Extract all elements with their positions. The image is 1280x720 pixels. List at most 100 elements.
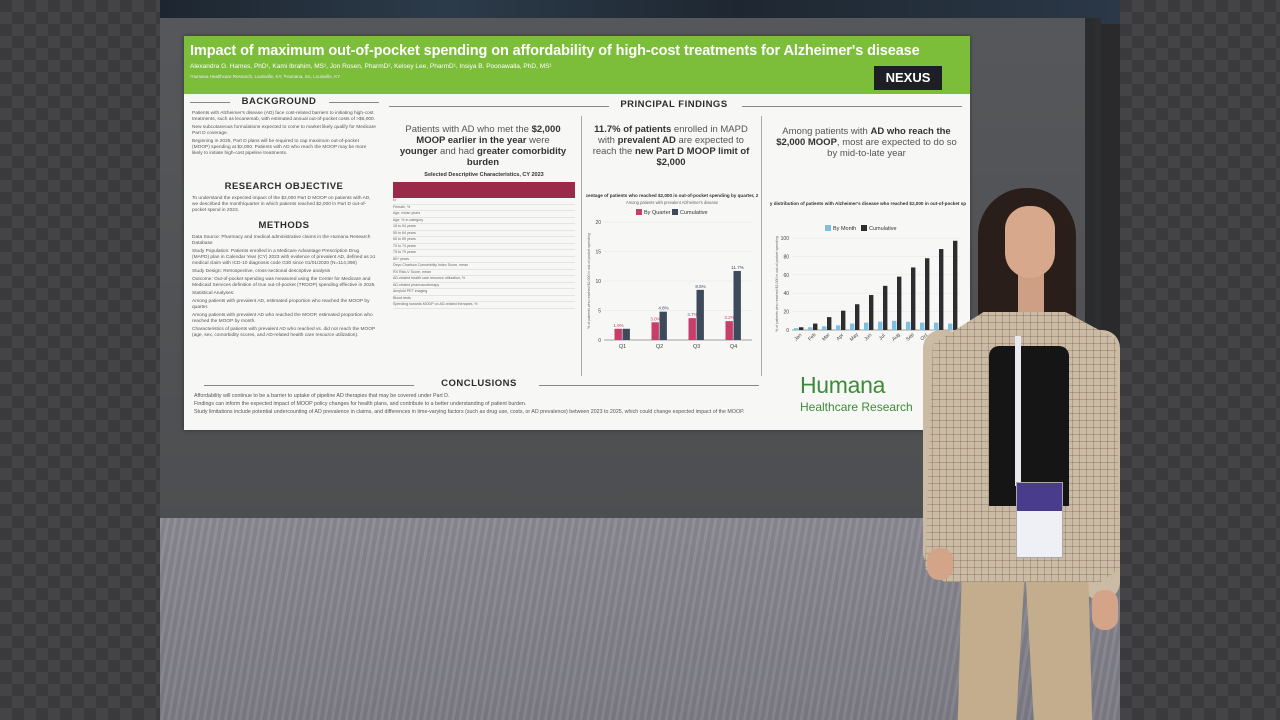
y-axis-label: % of patients who reached $2,000 in out-… bbox=[587, 233, 591, 329]
presenter-hand bbox=[927, 548, 953, 580]
table-row: 55 to 64 years bbox=[393, 231, 575, 237]
bar-by-month bbox=[794, 328, 799, 330]
y-tick-label: 60 bbox=[783, 273, 789, 279]
conclusions-text: Affordability will continue to be a barr… bbox=[194, 393, 745, 415]
bar-by-quarter bbox=[614, 328, 622, 340]
research-poster: Impact of maximum out-of-pocket spending… bbox=[184, 36, 970, 430]
background-text: Patients with Alzheimer's disease (AD) f… bbox=[192, 111, 376, 156]
name-badge bbox=[1016, 482, 1063, 558]
chart-title: Percentage of patients who reached $2,00… bbox=[586, 193, 758, 198]
table-row: Spending towards MOOP on AD-related ther… bbox=[393, 302, 575, 309]
data-label: 3.2% bbox=[724, 315, 734, 320]
table-row: 80+ years bbox=[393, 257, 575, 263]
x-tick-label: Jun bbox=[863, 332, 873, 342]
table-row: RX Risk-V Score, mean bbox=[393, 270, 575, 276]
legend-swatch bbox=[861, 225, 867, 231]
findings-heading: PRINCIPAL FINDINGS bbox=[620, 99, 728, 110]
x-tick-label: Sep bbox=[905, 332, 916, 343]
nexus-logo: NEXUS bbox=[874, 66, 942, 90]
objective-heading: RESEARCH OBJECTIVE bbox=[224, 181, 344, 192]
table-row: 18 to 54 years bbox=[393, 224, 575, 231]
table-header bbox=[393, 182, 575, 198]
bar-cumulative bbox=[841, 310, 846, 330]
legend-label: Cumulative bbox=[869, 226, 897, 232]
conclusions-heading: CONCLUSIONS bbox=[441, 378, 517, 389]
humana-subtitle: Healthcare Research bbox=[800, 400, 913, 414]
data-label: 1.9% bbox=[613, 323, 623, 328]
table-row: Deyo Charlson Comorbidity Index Score, m… bbox=[393, 263, 575, 270]
y-tick-label: 10 bbox=[595, 279, 601, 285]
bar-by-quarter bbox=[651, 322, 659, 340]
lanyard bbox=[1015, 336, 1021, 486]
data-label: 11.7% bbox=[731, 265, 743, 270]
conference-photo: Impact of maximum out-of-pocket spending… bbox=[160, 0, 1120, 720]
x-tick-label: Q1 bbox=[619, 344, 626, 350]
x-tick-label: Q4 bbox=[730, 344, 737, 350]
data-label: 3.7% bbox=[687, 312, 697, 317]
x-tick-label: May bbox=[849, 331, 860, 342]
monthly-bar-chart: Monthly distribution of patients with Al… bbox=[770, 201, 966, 343]
right-backdrop bbox=[1120, 0, 1280, 720]
bar-cumulative bbox=[855, 304, 860, 330]
x-tick-label: Oct bbox=[919, 332, 929, 342]
bar-cumulative bbox=[813, 323, 818, 330]
y-tick-label: 0 bbox=[786, 328, 789, 334]
bar-by-month bbox=[892, 320, 897, 330]
table-row: N bbox=[393, 198, 575, 205]
bar-cumulative bbox=[827, 317, 832, 330]
bar-by-quarter bbox=[688, 318, 696, 340]
poster-authors: Alexandra G. Hames, PhD¹, Kami Ibrahim, … bbox=[190, 63, 552, 70]
chart-title: Monthly distribution of patients with Al… bbox=[770, 201, 966, 206]
data-label: 4.8% bbox=[658, 306, 668, 311]
bar-cumulative bbox=[897, 276, 902, 330]
finding-1: Patients with AD who met the $2,000 MOOP… bbox=[399, 124, 567, 168]
legend-swatch bbox=[636, 209, 642, 215]
bar-cumulative bbox=[622, 328, 630, 340]
presenter-hand bbox=[1092, 590, 1118, 630]
methods-heading: METHODS bbox=[258, 220, 310, 231]
bar-cumulative bbox=[869, 295, 874, 330]
table-row: 75 to 79 years bbox=[393, 250, 575, 257]
table-row: Amyloid PET imaging bbox=[393, 289, 575, 296]
bar-cumulative bbox=[696, 289, 704, 340]
characteristics-table: N Female, % Age, mean years Age, % in categ… bbox=[393, 182, 575, 309]
table-row: 70 to 74 years bbox=[393, 244, 575, 250]
presenter-top bbox=[989, 346, 1069, 506]
table-row: Age, % in category bbox=[393, 218, 575, 224]
objective-text: To understand the expected impact of the… bbox=[192, 196, 371, 213]
bar-by-month bbox=[808, 327, 813, 330]
background-heading: BACKGROUND bbox=[241, 96, 317, 107]
data-label: 8.5% bbox=[695, 284, 705, 289]
bar-by-month bbox=[822, 326, 827, 330]
bar-cumulative bbox=[883, 285, 888, 330]
table-row: Female, % bbox=[393, 205, 575, 211]
table-row: AD-related health care resource utilizat… bbox=[393, 276, 575, 283]
x-tick-label: Mar bbox=[821, 332, 832, 343]
x-tick-label: Jul bbox=[878, 333, 887, 342]
y-tick-label: 100 bbox=[781, 236, 790, 242]
quarterly-bar-chart: Percentage of patients who reached $2,00… bbox=[586, 193, 758, 350]
table-row: AD-related pharmacotherapy bbox=[393, 283, 575, 289]
table-row: Age, mean years bbox=[393, 211, 575, 218]
legend-label: By Month bbox=[833, 226, 856, 232]
chart-subtitle: Among patients with prevalent Alzheimer'… bbox=[626, 200, 719, 205]
y-tick-label: 20 bbox=[595, 220, 601, 226]
x-tick-label: Apr bbox=[835, 332, 845, 342]
bar-cumulative bbox=[925, 258, 930, 330]
bar-by-month bbox=[850, 323, 855, 330]
bar-cumulative bbox=[733, 270, 741, 340]
poster-affiliations: ¹Humana Healthcare Research, Louisville,… bbox=[190, 74, 341, 79]
finding-2: 11.7% of patients enrolled in MAPD with … bbox=[592, 124, 750, 168]
legend-swatch bbox=[825, 225, 831, 231]
board-frame bbox=[1085, 18, 1095, 518]
y-tick-label: 20 bbox=[783, 310, 789, 316]
x-tick-label: Aug bbox=[891, 332, 902, 343]
x-tick-label: Q2 bbox=[656, 344, 663, 350]
bar-by-month bbox=[864, 322, 869, 330]
bar-by-month bbox=[836, 325, 841, 330]
finding-3: Among patients with AD who reach the $2,… bbox=[776, 126, 957, 159]
y-tick-label: 40 bbox=[783, 291, 789, 297]
bar-by-month bbox=[920, 322, 925, 330]
bar-cumulative bbox=[939, 249, 944, 330]
humana-logo: Humana bbox=[800, 372, 886, 398]
